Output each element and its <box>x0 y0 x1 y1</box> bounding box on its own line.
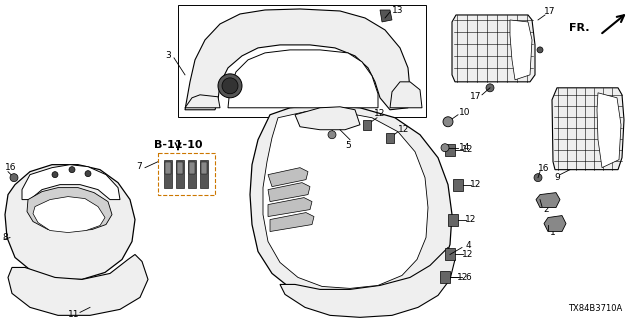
Bar <box>176 160 184 188</box>
Polygon shape <box>250 105 452 303</box>
Text: 16: 16 <box>5 163 17 172</box>
Polygon shape <box>536 193 560 208</box>
Text: 15: 15 <box>324 119 336 128</box>
Polygon shape <box>445 249 455 260</box>
Circle shape <box>537 47 543 53</box>
Text: 4: 4 <box>465 241 471 250</box>
Circle shape <box>486 84 494 92</box>
Polygon shape <box>228 50 378 108</box>
Text: 12: 12 <box>458 273 468 282</box>
Text: 12: 12 <box>462 250 474 259</box>
Text: B-11-10: B-11-10 <box>154 140 202 150</box>
Polygon shape <box>386 133 394 143</box>
Text: 17: 17 <box>470 92 482 101</box>
Polygon shape <box>440 271 450 284</box>
Polygon shape <box>363 120 371 130</box>
Polygon shape <box>544 216 566 232</box>
Polygon shape <box>268 183 310 202</box>
Text: 5: 5 <box>345 141 351 150</box>
Bar <box>164 160 172 188</box>
Polygon shape <box>185 95 220 108</box>
Circle shape <box>441 144 449 152</box>
Polygon shape <box>270 212 314 232</box>
Text: 17: 17 <box>544 7 556 16</box>
Text: 12: 12 <box>462 145 474 154</box>
Text: 8: 8 <box>2 233 8 242</box>
Polygon shape <box>390 82 422 108</box>
Polygon shape <box>33 196 105 233</box>
Polygon shape <box>448 213 458 226</box>
Text: 13: 13 <box>392 6 404 15</box>
Bar <box>200 160 208 188</box>
Polygon shape <box>268 197 312 217</box>
Polygon shape <box>510 20 532 80</box>
Text: 14: 14 <box>460 143 470 152</box>
Circle shape <box>10 174 18 182</box>
Text: 12: 12 <box>470 180 482 189</box>
Circle shape <box>443 117 453 127</box>
Circle shape <box>85 171 91 177</box>
Polygon shape <box>22 165 120 200</box>
Polygon shape <box>268 168 308 187</box>
Bar <box>177 162 183 174</box>
Text: 16: 16 <box>538 164 550 173</box>
Polygon shape <box>8 254 148 315</box>
Bar <box>178 5 426 117</box>
Polygon shape <box>27 188 112 232</box>
Polygon shape <box>445 144 455 156</box>
Bar <box>165 162 171 174</box>
Polygon shape <box>5 165 135 279</box>
Text: 7: 7 <box>136 162 142 171</box>
Circle shape <box>328 131 336 139</box>
Polygon shape <box>295 107 360 130</box>
Polygon shape <box>280 247 455 317</box>
Text: 12: 12 <box>398 125 410 134</box>
Text: TX84B3710A: TX84B3710A <box>568 304 622 313</box>
Polygon shape <box>185 9 410 110</box>
Circle shape <box>218 74 242 98</box>
Text: 12: 12 <box>465 215 477 224</box>
Text: FR.: FR. <box>570 23 590 33</box>
Text: 6: 6 <box>465 273 471 282</box>
Bar <box>188 160 196 188</box>
Text: 11: 11 <box>68 310 80 319</box>
Circle shape <box>534 174 542 182</box>
Polygon shape <box>452 15 535 82</box>
Text: 3: 3 <box>165 52 171 60</box>
Text: 12: 12 <box>374 109 386 118</box>
Text: 2: 2 <box>543 205 549 214</box>
Text: 1: 1 <box>550 228 556 237</box>
Circle shape <box>69 167 75 173</box>
Polygon shape <box>380 10 392 22</box>
Bar <box>201 162 207 174</box>
Text: 10: 10 <box>460 108 471 117</box>
Polygon shape <box>597 93 621 168</box>
Circle shape <box>52 172 58 178</box>
Polygon shape <box>453 179 463 191</box>
Bar <box>189 162 195 174</box>
Polygon shape <box>552 88 624 170</box>
Polygon shape <box>263 112 428 288</box>
Circle shape <box>222 78 238 94</box>
Text: 9: 9 <box>554 173 560 182</box>
